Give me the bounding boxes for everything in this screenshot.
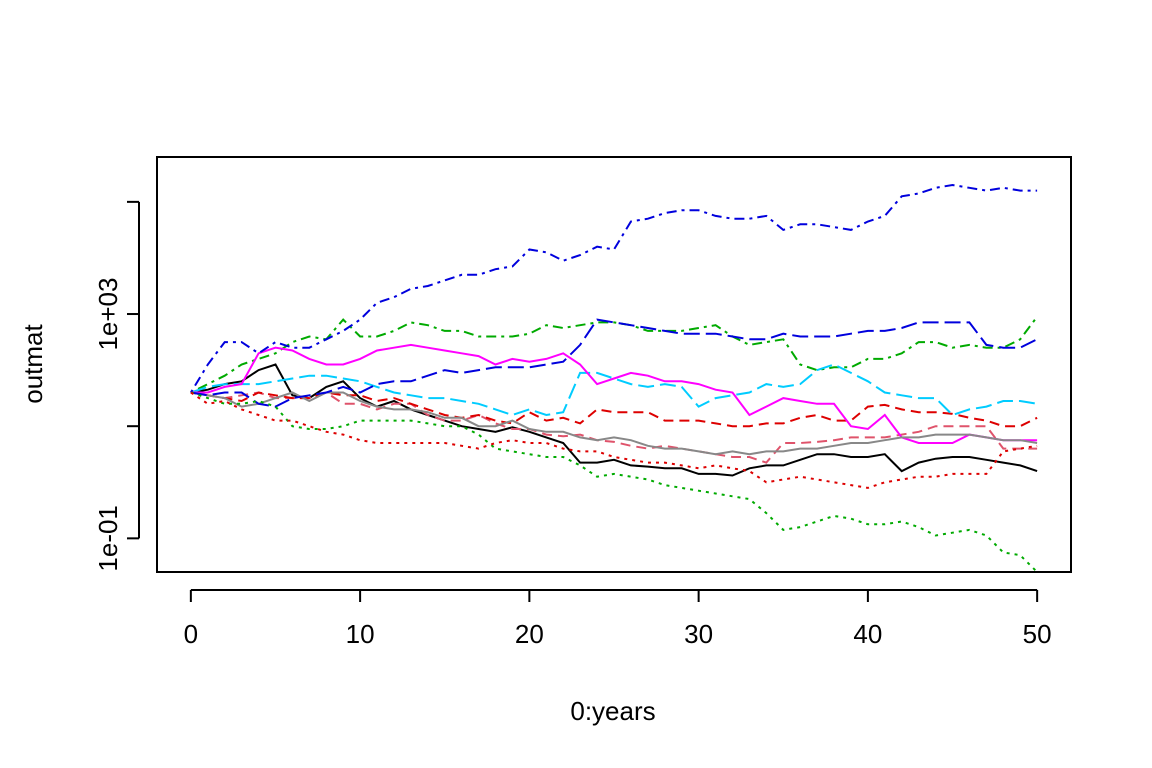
x-tick-label: 30 — [684, 619, 713, 649]
y-axis-label: outmat — [18, 323, 48, 403]
y-tick-label: 1e-01 — [93, 505, 123, 572]
x-axis-label: 0:years — [570, 696, 655, 726]
series-line-10 — [190, 391, 1038, 573]
series-line-6 — [190, 343, 1038, 444]
plot-frame — [156, 156, 1072, 573]
series-line-5 — [190, 363, 1038, 417]
series-line-2 — [190, 391, 1038, 464]
x-tick-label: 50 — [1023, 619, 1052, 649]
series-line-9 — [190, 318, 1038, 408]
x-tick-label: 20 — [515, 619, 544, 649]
x-tick-label: 40 — [853, 619, 882, 649]
y-tick-label: 1e+03 — [93, 278, 123, 351]
series-layer — [190, 183, 1038, 573]
series-line-7 — [190, 391, 1038, 456]
x-tick-label: 0 — [184, 619, 198, 649]
series-line-4 — [190, 316, 1038, 394]
series-line-8 — [190, 183, 1038, 394]
y-axis: 1e-01 1e+03 — [93, 200, 140, 572]
x-axis: 0 10 20 30 40 50 — [184, 589, 1052, 649]
series-line-1 — [190, 363, 1038, 477]
x-tick-label: 10 — [346, 619, 375, 649]
